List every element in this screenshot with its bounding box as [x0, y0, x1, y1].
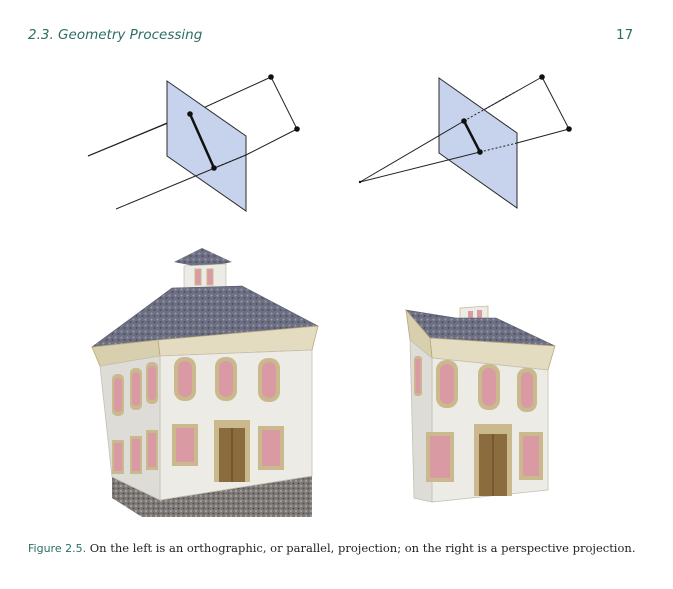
cupola-window [194, 268, 202, 286]
projected-segment [462, 120, 482, 153]
window [519, 432, 543, 480]
projected-point [211, 165, 217, 171]
perspective-diagram [358, 74, 572, 209]
projection-plane [438, 77, 518, 209]
window [215, 357, 237, 401]
object-point [539, 74, 545, 80]
orthographic-diagram [87, 74, 300, 212]
window [174, 357, 196, 401]
house-orthographic [90, 248, 320, 517]
object-segment [270, 76, 298, 130]
window [172, 424, 198, 466]
projector-line-lower-hidden [213, 154, 247, 169]
projected-segment [188, 113, 216, 169]
object-segment [541, 76, 570, 130]
figure-caption: Figure 2.5. On the left is an orthograph… [28, 541, 638, 556]
projection-plane [166, 80, 247, 212]
window [112, 374, 124, 416]
object-point [268, 74, 274, 80]
section-title: 2.3. Geometry Processing [28, 27, 203, 43]
projector-line-lower-back [516, 128, 570, 144]
eye-point [358, 180, 362, 184]
object-point [566, 126, 572, 132]
cupola [183, 263, 227, 289]
projected-point [187, 111, 193, 117]
projected-point [477, 149, 483, 155]
caption-text: On the left is an orthographic, or paral… [89, 541, 636, 555]
window [258, 358, 280, 402]
window [414, 356, 422, 396]
window [130, 436, 142, 474]
house-perspective [405, 305, 556, 503]
projector-line-upper [359, 120, 465, 183]
cupola-window [477, 310, 482, 320]
figure-label: Figure 2.5. [28, 542, 87, 555]
projector-line-lower [359, 151, 481, 183]
window [517, 368, 537, 412]
cupola-roof [174, 248, 232, 268]
projector-line-upper-front [87, 122, 168, 157]
window [130, 368, 142, 410]
window [478, 364, 500, 410]
window [436, 360, 458, 408]
object-point [294, 126, 300, 132]
window [426, 432, 454, 482]
window [112, 440, 124, 474]
door [474, 424, 512, 496]
window [146, 362, 158, 404]
cupola-window [206, 268, 214, 286]
door [214, 420, 250, 482]
window [258, 426, 284, 470]
window [146, 430, 158, 470]
projector-line-lower [115, 154, 247, 210]
cupola-window [468, 311, 473, 321]
projector-line-lower-back [245, 128, 298, 156]
page-number: 17 [616, 27, 634, 43]
projected-point [461, 118, 467, 124]
